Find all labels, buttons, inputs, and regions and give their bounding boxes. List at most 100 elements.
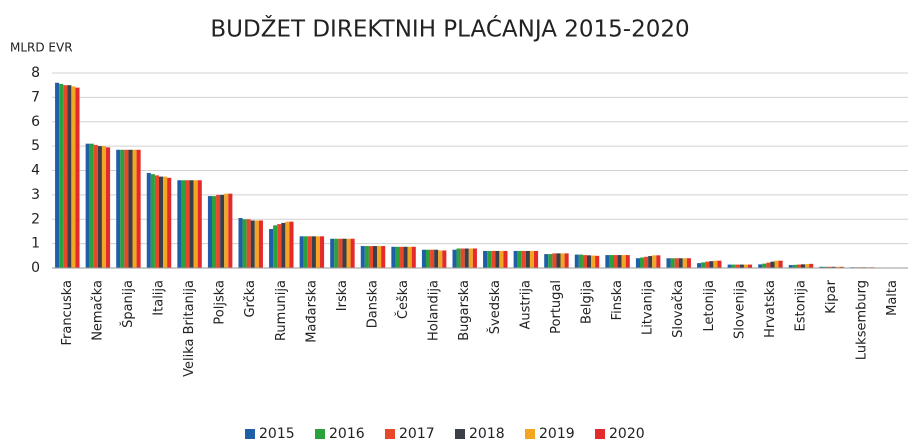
bar [285,221,290,268]
bar [97,146,102,268]
x-tick-label: Portugal [549,280,564,334]
bar [377,246,382,268]
bar [368,246,373,268]
bar [452,249,457,268]
bar [59,83,64,268]
x-tick-label: Velika Britanija [182,280,197,377]
bar [652,255,657,268]
bar [613,255,618,268]
bar [495,250,500,268]
bar [128,149,133,268]
bar [529,250,535,268]
bar [670,258,675,268]
bar [85,143,90,268]
bar [831,266,836,268]
x-tick-label: Belgija [580,280,595,324]
bar [67,85,72,268]
x-tick-label: Nemačka [90,280,105,341]
bar [595,255,600,268]
bar [582,255,587,268]
bar [464,248,469,268]
bar [330,238,335,268]
bar [727,264,732,268]
bar [574,254,579,268]
bar [483,250,488,268]
bar [106,147,111,268]
bar [430,249,435,268]
bar [823,266,828,268]
legend-swatch [455,429,465,439]
bar [766,262,771,268]
bar [89,143,94,268]
x-tick-label: Slovenija [732,280,747,339]
bar [499,250,504,268]
bar [517,250,522,268]
bar [146,172,151,268]
bar [521,250,526,268]
bar [224,193,229,268]
bar [93,144,98,268]
x-tick-label: Mađarska [304,280,319,343]
bar [639,257,645,268]
bar [311,236,316,268]
bar [346,238,351,268]
bar [258,220,263,268]
bar [75,87,80,268]
bar [827,266,832,268]
bar [320,236,325,268]
y-tick-label: 6 [31,114,40,130]
bar [289,221,294,268]
bar [644,256,649,268]
bar [468,248,473,268]
bar [792,264,797,268]
x-tick-label: Švedska [487,280,503,334]
y-tick-label: 5 [31,138,40,154]
bar [342,238,347,268]
x-tick-label: Holandija [427,280,442,341]
bar [189,180,194,268]
bar [167,177,172,268]
bar [774,260,779,268]
bar [788,265,793,268]
bar [360,246,365,268]
bar [678,258,683,268]
bar [154,175,159,268]
bar [216,194,221,268]
bar [391,246,396,268]
x-tick-label: Danska [366,280,381,328]
x-tick-label: Luksemburg [855,280,870,360]
legend-label: 2019 [539,426,575,442]
bar [150,174,155,268]
y-tick-label: 3 [31,187,40,203]
bar [513,250,518,268]
bar [399,246,404,268]
bar [587,255,592,268]
bar [796,264,801,268]
bar [220,194,225,268]
bar [136,149,141,268]
bar [591,255,596,268]
bar [564,253,569,268]
bar [281,222,286,268]
bar [116,149,121,268]
x-tick-label: Irska [335,280,350,311]
bar [120,149,125,268]
bar [805,264,810,268]
bar [315,236,321,268]
bar [503,250,508,268]
bar [228,193,233,268]
bar [739,264,744,268]
y-axis-label: MLRD EVR [10,41,73,55]
y-tick-label: 7 [31,89,40,105]
bar [403,246,408,268]
x-tick-label: Estonija [794,280,809,331]
bar [211,196,217,268]
bar [63,85,68,268]
bar [635,258,640,268]
bar [487,250,492,268]
x-tick-label: Italija [152,280,167,316]
bar [421,249,426,268]
bar [350,238,355,268]
